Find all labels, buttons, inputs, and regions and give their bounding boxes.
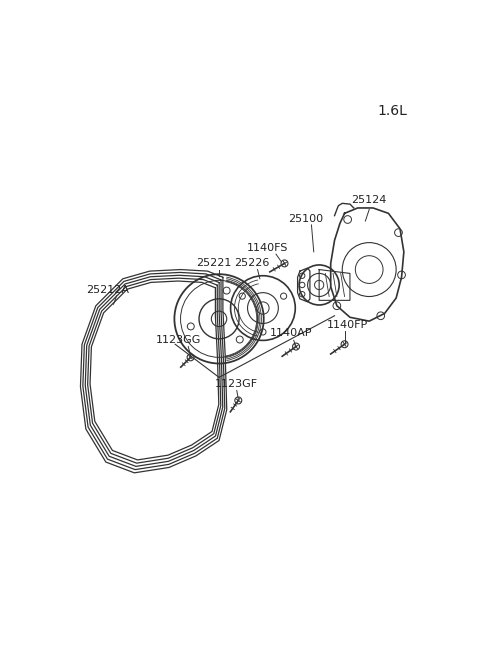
Text: 1.6L: 1.6L (377, 104, 407, 118)
Text: 25100: 25100 (288, 214, 324, 224)
Text: 25124: 25124 (351, 195, 387, 205)
Text: 1123GG: 1123GG (156, 335, 201, 345)
Text: 25226: 25226 (234, 259, 270, 269)
Text: 25221: 25221 (196, 259, 231, 269)
Text: 1140AP: 1140AP (269, 328, 312, 338)
Text: 1140FS: 1140FS (247, 243, 288, 253)
Text: 25212A: 25212A (86, 284, 129, 295)
Text: 1140FP: 1140FP (327, 320, 368, 330)
Text: 1123GF: 1123GF (215, 379, 258, 388)
